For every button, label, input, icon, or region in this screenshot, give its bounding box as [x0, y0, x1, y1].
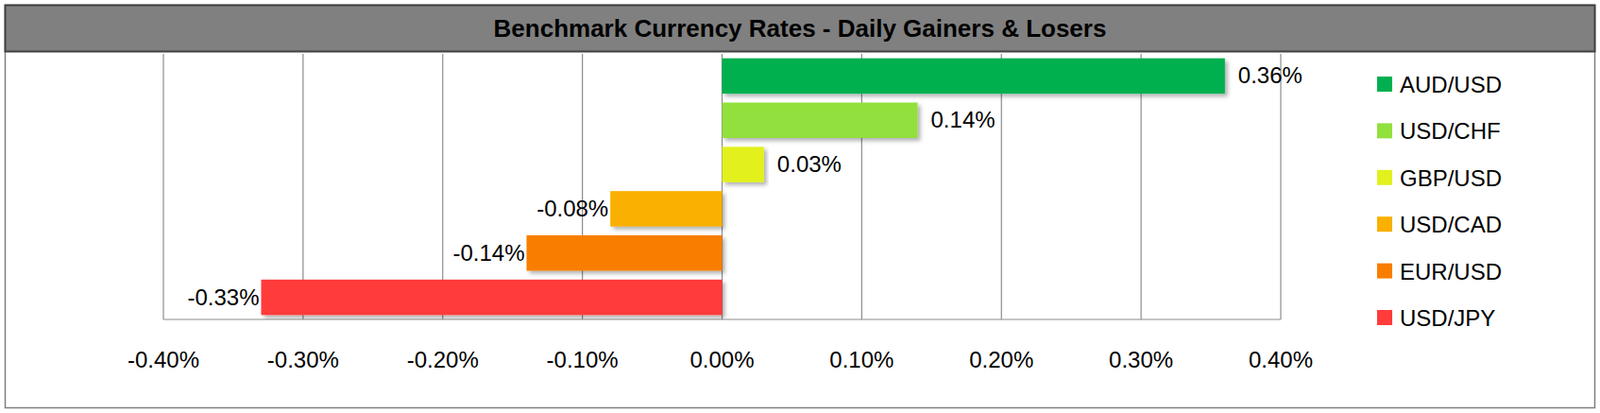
legend-swatch	[1377, 122, 1393, 138]
tick-label: -0.30%	[267, 346, 340, 373]
tick-label: 0.30%	[1108, 346, 1174, 373]
bars	[261, 58, 1226, 316]
grid-line	[1279, 53, 1281, 320]
grid-line	[162, 53, 164, 320]
legend-swatch	[1377, 76, 1393, 92]
tick-label: 0.10%	[829, 346, 894, 373]
tick-label: 0.20%	[969, 346, 1034, 373]
legend-swatch	[1377, 263, 1393, 279]
tick-label: -0.20%	[407, 346, 479, 373]
data-label: -0.14%	[452, 239, 525, 266]
bar	[722, 102, 919, 138]
title-bar	[5, 5, 1596, 52]
legend-label: USD/JPY	[1399, 305, 1496, 331]
bar	[722, 58, 1226, 94]
data-label: 0.14%	[931, 106, 996, 133]
legend-swatch	[1377, 309, 1393, 325]
tick-label: -0.40%	[127, 346, 200, 373]
legend: AUD/USD USD/CHF GBP/USD USD/CAD EUR/USD USD/J…	[1377, 71, 1502, 331]
data-label: -0.33%	[187, 284, 259, 310]
data-label: 0.03%	[777, 151, 842, 177]
data-labels: 0.36% 0.14% 0.03% -0.08% -0.14% -0.33%	[187, 62, 1302, 309]
outer-frame	[5, 5, 1596, 409]
tick-label: -0.10%	[546, 346, 619, 373]
title: Benchmark Currency Rates - Daily Gainers…	[493, 14, 1107, 43]
chart-container: Benchmark Currency Rates - Daily Gainers…	[0, 0, 1600, 413]
bar	[722, 146, 765, 182]
legend-label: USD/CAD	[1399, 211, 1502, 238]
bar	[610, 190, 722, 226]
grid	[163, 53, 1281, 320]
x-axis-line	[163, 318, 1281, 320]
bar	[526, 235, 722, 271]
tick-label: 0.00%	[689, 346, 754, 373]
chart-svg: Benchmark Currency Rates - Daily Gainers…	[0, 0, 1600, 413]
legend-label: GBP/USD	[1399, 165, 1502, 191]
data-label: -0.08%	[536, 195, 609, 222]
legend-label: EUR/USD	[1399, 258, 1502, 285]
legend-label: USD/CHF	[1399, 118, 1501, 144]
bar	[261, 279, 723, 315]
legend-label: AUD/USD	[1399, 71, 1502, 98]
data-label: 0.36%	[1238, 62, 1303, 88]
legend-swatch	[1377, 216, 1393, 232]
tick-label: 0.40%	[1248, 346, 1313, 373]
legend-swatch	[1377, 170, 1393, 186]
